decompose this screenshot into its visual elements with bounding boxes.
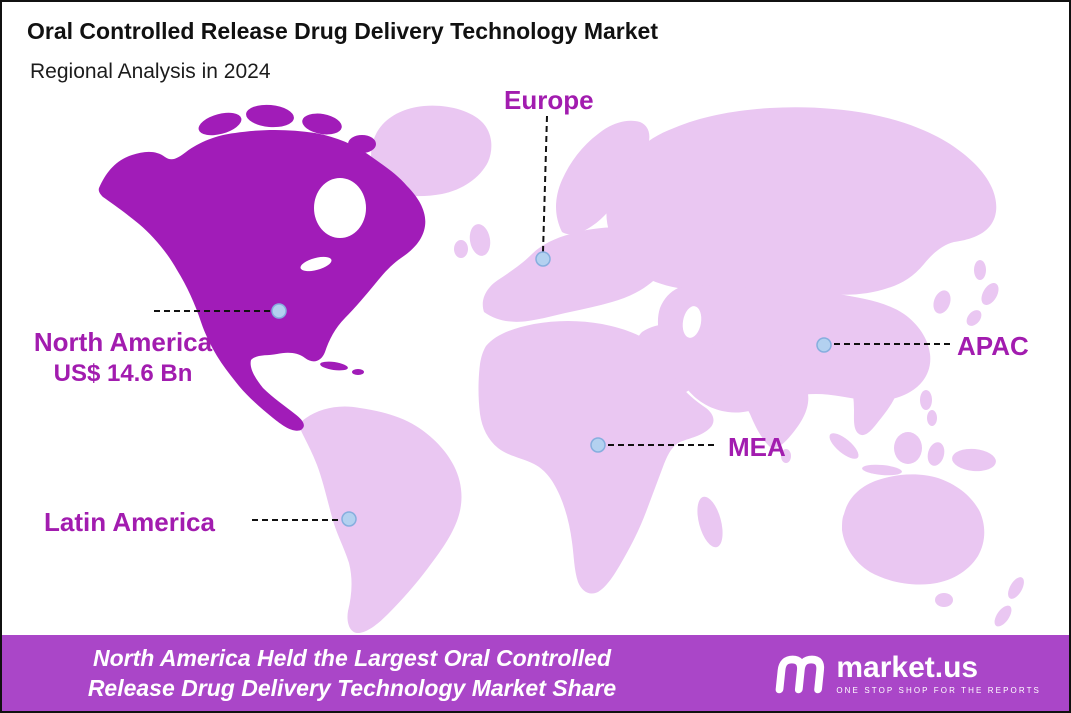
- page-subtitle: Regional Analysis in 2024: [30, 60, 271, 83]
- new-guinea-region: [952, 448, 996, 472]
- sumatra-region: [829, 433, 859, 459]
- marker-north-america: [271, 303, 287, 319]
- new-zealand-north-region: [1008, 577, 1024, 599]
- japan-region-3: [966, 310, 982, 326]
- banner-line-1: North America Held the Largest Oral Cont…: [92, 645, 612, 671]
- arctic-island-2: [246, 104, 294, 128]
- arctic-island-4: [348, 135, 376, 153]
- europe-label: Europe: [504, 85, 594, 115]
- black-sea: [628, 295, 656, 309]
- japan-region-1: [974, 260, 986, 280]
- mea-label: MEA: [728, 432, 786, 462]
- highlighted-continent: [98, 104, 426, 431]
- africa-region: [478, 321, 714, 594]
- marker-apac: [816, 337, 832, 353]
- base-continents: [299, 105, 1024, 633]
- leader-lines: [154, 115, 952, 521]
- greenland-region: [371, 105, 492, 197]
- sri-lanka-region: [781, 449, 791, 463]
- marketus-logo: market.us ONE STOP SHOP FOR THE REPORTS: [772, 650, 1041, 696]
- logo-tagline: ONE STOP SHOP FOR THE REPORTS: [836, 685, 1041, 695]
- japan-region-2: [981, 283, 999, 305]
- philippines-region-2: [927, 410, 937, 426]
- great-lakes: [300, 256, 332, 272]
- south-america-region: [299, 406, 462, 633]
- logo-text-block: market.us ONE STOP SHOP FOR THE REPORTS: [836, 650, 1041, 695]
- scandinavia-region: [556, 120, 650, 235]
- page-title: Oral Controlled Release Drug Delivery Te…: [27, 18, 658, 44]
- philippines-region-1: [920, 390, 932, 410]
- region-markers: [271, 251, 832, 527]
- caspian-sea: [682, 306, 702, 338]
- korea-region: [933, 290, 951, 314]
- latin-america-label: Latin America: [44, 507, 215, 537]
- iceland-region: [418, 153, 442, 167]
- cuba-region: [320, 361, 348, 371]
- footer-banner: North America Held the Largest Oral Cont…: [2, 635, 1069, 711]
- hudson-bay: [314, 178, 366, 238]
- australia-region: [842, 474, 985, 585]
- hispaniola-region: [352, 369, 364, 375]
- arctic-island-1: [198, 112, 242, 136]
- russia-region: [606, 107, 997, 295]
- java-region: [862, 464, 902, 476]
- leader-line-europe: [542, 115, 548, 253]
- marketus-logo-icon: [775, 655, 825, 694]
- banner-text: North America Held the Largest Oral Cont…: [32, 643, 672, 703]
- arctic-island-3: [302, 113, 342, 135]
- new-zealand-south-region: [994, 605, 1012, 627]
- india-region: [738, 364, 809, 449]
- southeast-asia-region: [850, 346, 901, 436]
- marker-latin-america: [341, 511, 357, 527]
- logo-brand: market.us: [836, 650, 979, 684]
- marker-mea: [590, 437, 606, 453]
- uk-region: [469, 224, 491, 256]
- banner-line-2: Release Drug Delivery Technology Market …: [87, 675, 617, 701]
- marker-europe: [535, 251, 551, 267]
- borneo-region: [894, 432, 922, 464]
- north-america-label: North America US$ 14.6 Bn: [10, 326, 236, 390]
- apac-label: APAC: [957, 331, 1029, 361]
- tasmania-region: [935, 593, 953, 607]
- north-america-value: US$ 14.6 Bn: [53, 360, 193, 387]
- madagascar-region: [697, 496, 723, 548]
- north-america-label-text: North America: [33, 327, 213, 357]
- sulawesi-region: [927, 442, 945, 466]
- ireland-region: [454, 240, 468, 258]
